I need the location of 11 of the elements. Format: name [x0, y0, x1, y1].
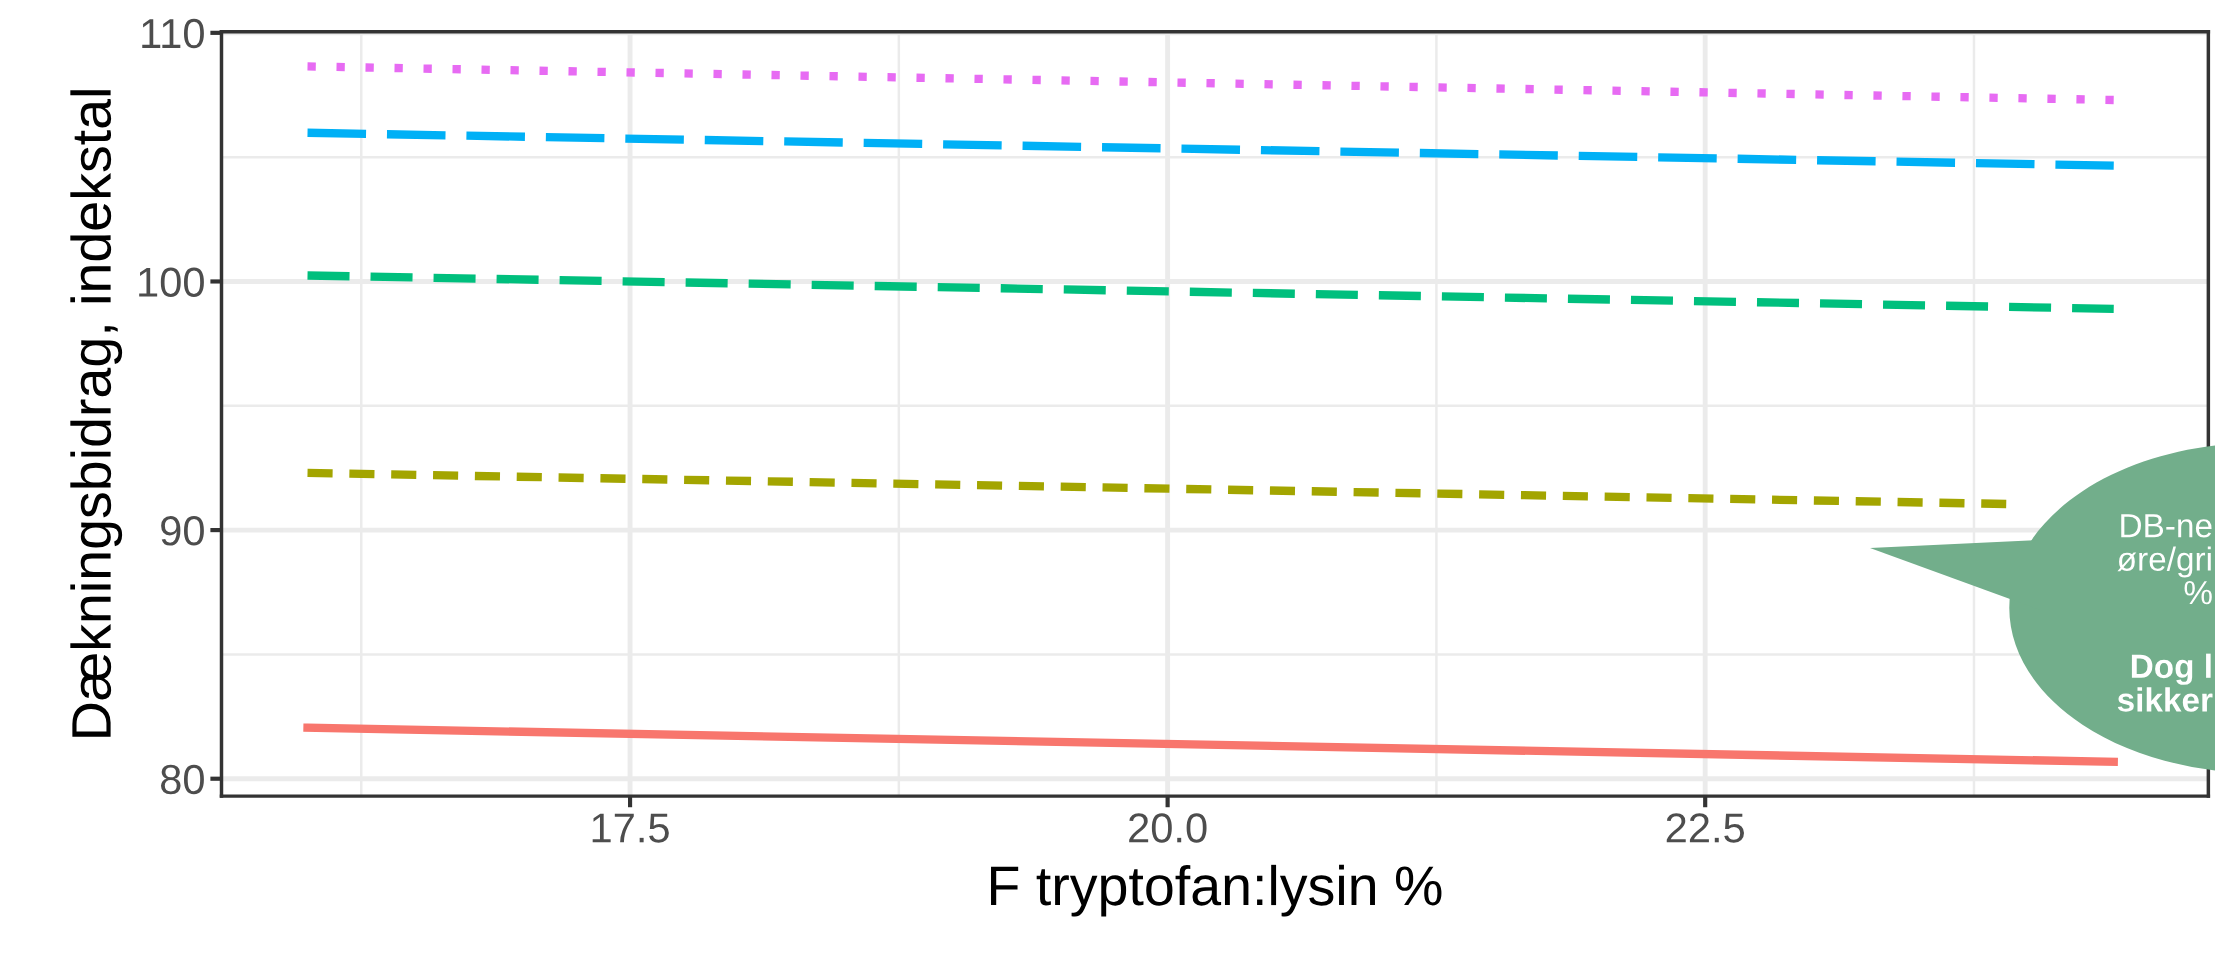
y-tick-label: 100	[139, 267, 204, 297]
y-tick-label: 80	[161, 764, 204, 795]
x-tick-label: 20.0	[1129, 813, 1207, 843]
annotation: DB-ne øre/gri %	[2117, 514, 2212, 605]
x-tick-label: 22.5	[1666, 813, 1744, 843]
y-tick-label: 110	[142, 18, 204, 49]
x-tick-label: 17.5	[592, 813, 669, 843]
annotation: Dog l sikker	[2117, 653, 2213, 712]
y-tick-label: 90	[161, 516, 204, 546]
x-axis-title: F tryptofan:lysin %	[991, 864, 1442, 917]
y-axis-title: Dækningsbidrag, indekstal	[70, 90, 123, 737]
